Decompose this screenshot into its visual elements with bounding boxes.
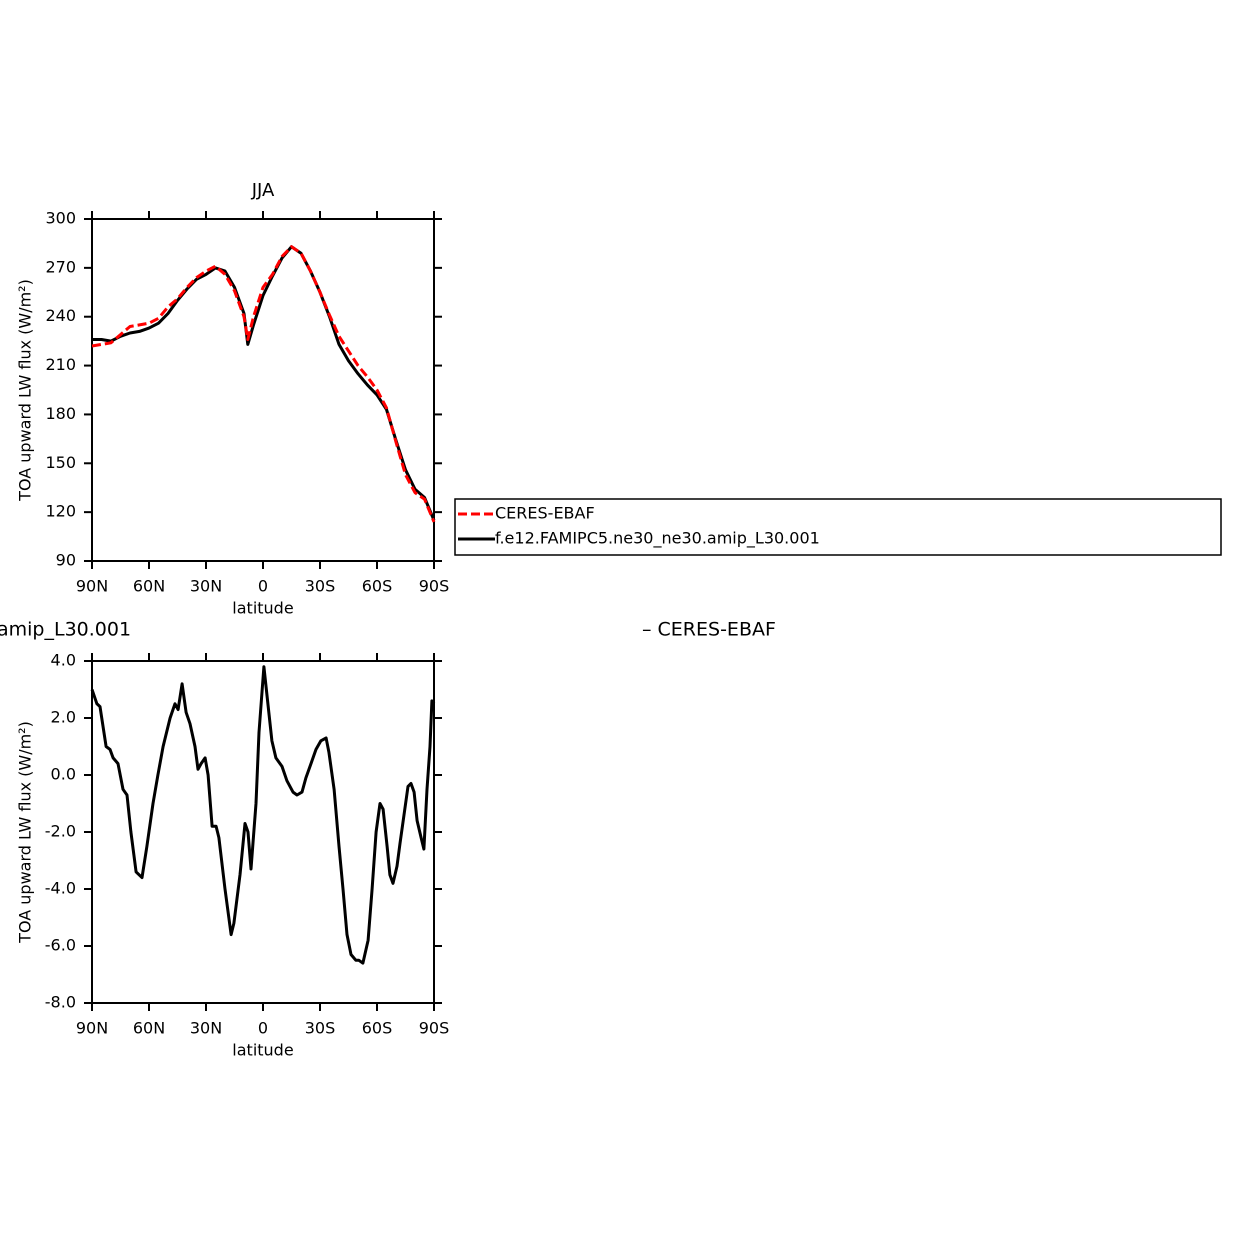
y-tick-label: 90 [56, 551, 76, 570]
series-line [92, 245, 436, 521]
y-axis-label: TOA upward LW flux (W/m²) [16, 279, 35, 502]
x-tick-label: 90N [76, 577, 108, 596]
chart-title-fragment: – CERES-EBAF [642, 619, 776, 641]
series-line [91, 245, 436, 523]
y-tick-label: 120 [45, 502, 76, 521]
y-tick-label: -6.0 [45, 936, 76, 955]
y-axis-label: TOA upward LW flux (W/m²) [16, 721, 35, 944]
legend-label: f.e12.FAMIPC5.ne30_ne30.amip_L30.001 [495, 529, 820, 549]
chart-title-fragment: amip_L30.001 [0, 619, 131, 641]
x-tick-label: 90N [76, 1019, 108, 1038]
x-tick-label: 30S [305, 577, 336, 596]
legend-label: CERES-EBAF [495, 504, 595, 523]
x-tick-label: 30S [305, 1019, 336, 1038]
plot-frame [91, 218, 435, 562]
x-tick-label: 30N [190, 577, 222, 596]
y-tick-label: 0.0 [51, 765, 76, 784]
x-tick-label: 60N [133, 577, 165, 596]
y-tick-label: -2.0 [45, 822, 76, 841]
x-axis-label: latitude [232, 1041, 293, 1060]
y-tick-label: 210 [45, 355, 76, 374]
y-tick-label: 2.0 [51, 708, 76, 727]
y-tick-label: -4.0 [45, 879, 76, 898]
y-tick-label: -8.0 [45, 993, 76, 1012]
y-tick-label: 150 [45, 453, 76, 472]
y-tick-label: 270 [45, 257, 76, 276]
y-tick-label: 180 [45, 404, 76, 423]
plot-frame [91, 660, 435, 1004]
legend-box [454, 498, 1222, 556]
x-tick-label: 90S [419, 1019, 450, 1038]
x-tick-label: 60S [362, 577, 393, 596]
y-tick-label: 240 [45, 306, 76, 325]
x-tick-label: 0 [258, 577, 268, 596]
x-tick-label: 30N [190, 1019, 222, 1038]
x-tick-label: 0 [258, 1019, 268, 1038]
chart-title: JJA [251, 180, 275, 201]
x-tick-label: 60S [362, 1019, 393, 1038]
x-tick-label: 90S [419, 577, 450, 596]
x-tick-label: 60N [133, 1019, 165, 1038]
y-tick-label: 4.0 [51, 651, 76, 670]
x-axis-label: latitude [232, 599, 293, 618]
data-line [90, 665, 436, 965]
y-tick-label: 300 [45, 209, 76, 228]
